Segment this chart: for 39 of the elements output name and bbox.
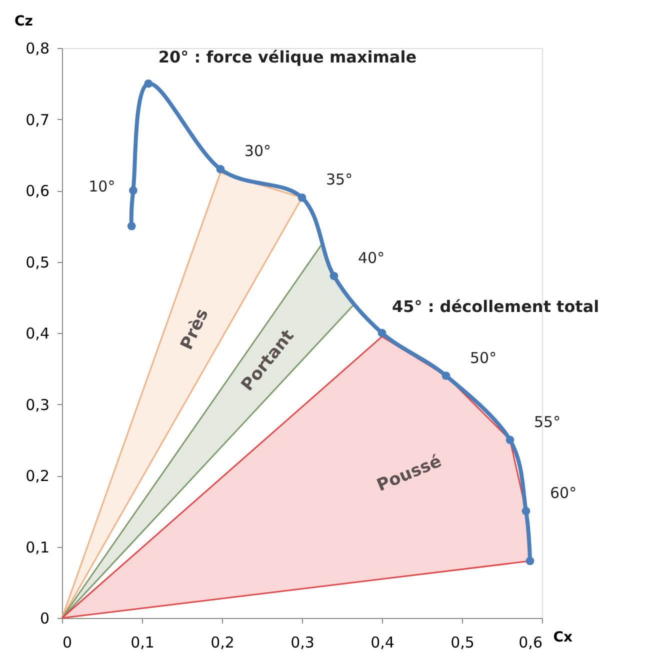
point	[442, 372, 450, 380]
y-tick-label: 0,4	[26, 324, 50, 342]
point	[127, 222, 136, 230]
annotation: 45° : décollement total	[392, 297, 600, 316]
series-label: Près	[176, 306, 213, 353]
x-tick-label: 0,3	[290, 634, 314, 652]
annotation: 55°	[534, 412, 561, 431]
annotation: 30°	[244, 142, 271, 160]
x-axis-title: Cx	[553, 630, 572, 646]
y-tick-label: 0,6	[26, 182, 50, 200]
annotation: 50°	[470, 348, 497, 367]
point	[506, 436, 514, 444]
annotation: 20° : force vélique maximale	[158, 48, 417, 67]
annotation: 60°	[550, 484, 577, 502]
annotation: 40°	[358, 249, 385, 267]
y-axis-title: Cz	[14, 14, 33, 30]
point	[216, 164, 225, 174]
y-tick-label: 0,7	[26, 110, 50, 129]
point	[298, 193, 306, 202]
y-tick-label: 0,1	[26, 538, 50, 556]
point	[129, 186, 138, 195]
x-tick-label: 0,5	[450, 634, 474, 652]
point	[378, 328, 386, 338]
y-tick-label: 0,8	[26, 40, 50, 58]
x-tick-label: 0	[62, 634, 72, 652]
x-tick-label: 0,2	[210, 634, 234, 652]
point	[144, 79, 153, 88]
y-tick-label: 0,2	[26, 467, 50, 485]
annotation: 35°	[326, 170, 353, 189]
y-tick-label: 0,3	[26, 396, 50, 414]
point	[330, 272, 338, 280]
x-tick-label: 0,4	[370, 634, 394, 652]
y-tick-label: 0,5	[26, 253, 50, 272]
y-tick-label: 0	[40, 610, 50, 628]
x-tick-label: 0,1	[130, 634, 154, 652]
annotation: 10°	[88, 178, 116, 196]
x-tick-label: 0,6	[518, 634, 542, 652]
point	[522, 506, 530, 516]
point	[526, 556, 534, 566]
